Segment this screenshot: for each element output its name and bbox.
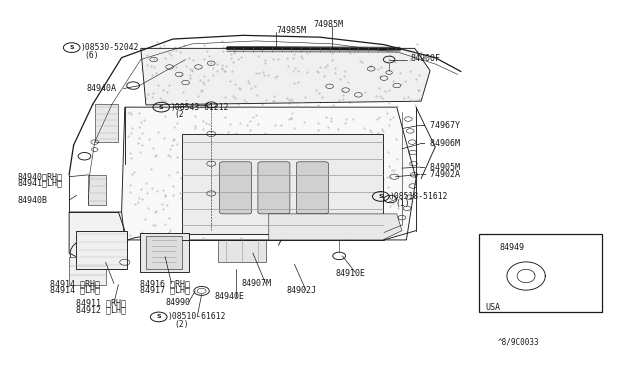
Text: 84907M: 84907M xyxy=(242,279,272,288)
Text: ─ 74902A: ─ 74902A xyxy=(420,170,460,179)
Text: 74985M: 74985M xyxy=(314,20,344,29)
Polygon shape xyxy=(140,232,189,272)
Text: )08510-61612: )08510-61612 xyxy=(168,312,226,321)
FancyBboxPatch shape xyxy=(258,162,290,214)
Text: 84940A: 84940A xyxy=(86,84,116,93)
Text: 84911 〈RH〉: 84911 〈RH〉 xyxy=(76,299,125,308)
Text: )08518-51612: )08518-51612 xyxy=(390,192,448,201)
Text: 84914 〈RH〉: 84914 〈RH〉 xyxy=(50,279,100,288)
Text: 84902J: 84902J xyxy=(287,286,317,295)
Text: (6): (6) xyxy=(84,51,99,60)
Text: USA: USA xyxy=(485,302,500,311)
Polygon shape xyxy=(182,134,383,234)
Text: — 74967Y: — 74967Y xyxy=(420,121,460,130)
Text: 84941〈LH〉: 84941〈LH〉 xyxy=(18,179,63,187)
Text: S: S xyxy=(156,314,161,320)
Text: — 84905M: — 84905M xyxy=(420,163,460,171)
Text: (1): (1) xyxy=(396,199,410,208)
FancyBboxPatch shape xyxy=(479,234,602,312)
Text: ^8/9C0033: ^8/9C0033 xyxy=(498,337,540,346)
Text: — 84906M: — 84906M xyxy=(420,140,460,148)
Text: 84912 〈LH〉: 84912 〈LH〉 xyxy=(76,305,125,314)
FancyBboxPatch shape xyxy=(296,162,328,214)
Text: 84914 〈LH〉: 84914 〈LH〉 xyxy=(50,286,100,295)
Polygon shape xyxy=(122,107,416,240)
Polygon shape xyxy=(269,214,402,240)
Polygon shape xyxy=(76,231,127,269)
Text: 84900F: 84900F xyxy=(410,54,440,63)
Polygon shape xyxy=(88,175,106,205)
Text: )08543-61212: )08543-61212 xyxy=(170,103,228,112)
Text: 84940〈RH〉: 84940〈RH〉 xyxy=(18,172,63,181)
Polygon shape xyxy=(146,236,182,269)
Text: 74985M: 74985M xyxy=(276,26,307,35)
Polygon shape xyxy=(141,48,430,105)
Polygon shape xyxy=(95,104,118,142)
Text: 84917 〈LH〉: 84917 〈LH〉 xyxy=(140,286,189,295)
Text: 84940E: 84940E xyxy=(214,292,244,301)
Polygon shape xyxy=(69,212,128,262)
Text: (2: (2 xyxy=(174,110,184,119)
Text: (2): (2) xyxy=(174,320,189,329)
Polygon shape xyxy=(218,240,266,262)
Text: 84949: 84949 xyxy=(499,243,525,252)
Text: 84916 〈RH〉: 84916 〈RH〉 xyxy=(140,279,189,288)
Text: )08530-52042: )08530-52042 xyxy=(81,43,139,52)
Text: S: S xyxy=(69,45,74,50)
Polygon shape xyxy=(69,257,106,285)
Text: S: S xyxy=(159,105,164,110)
Text: 84990: 84990 xyxy=(165,298,190,307)
FancyBboxPatch shape xyxy=(220,162,252,214)
Text: 84910E: 84910E xyxy=(336,269,366,278)
Text: S: S xyxy=(378,194,383,199)
Text: 84940B: 84940B xyxy=(18,196,48,205)
